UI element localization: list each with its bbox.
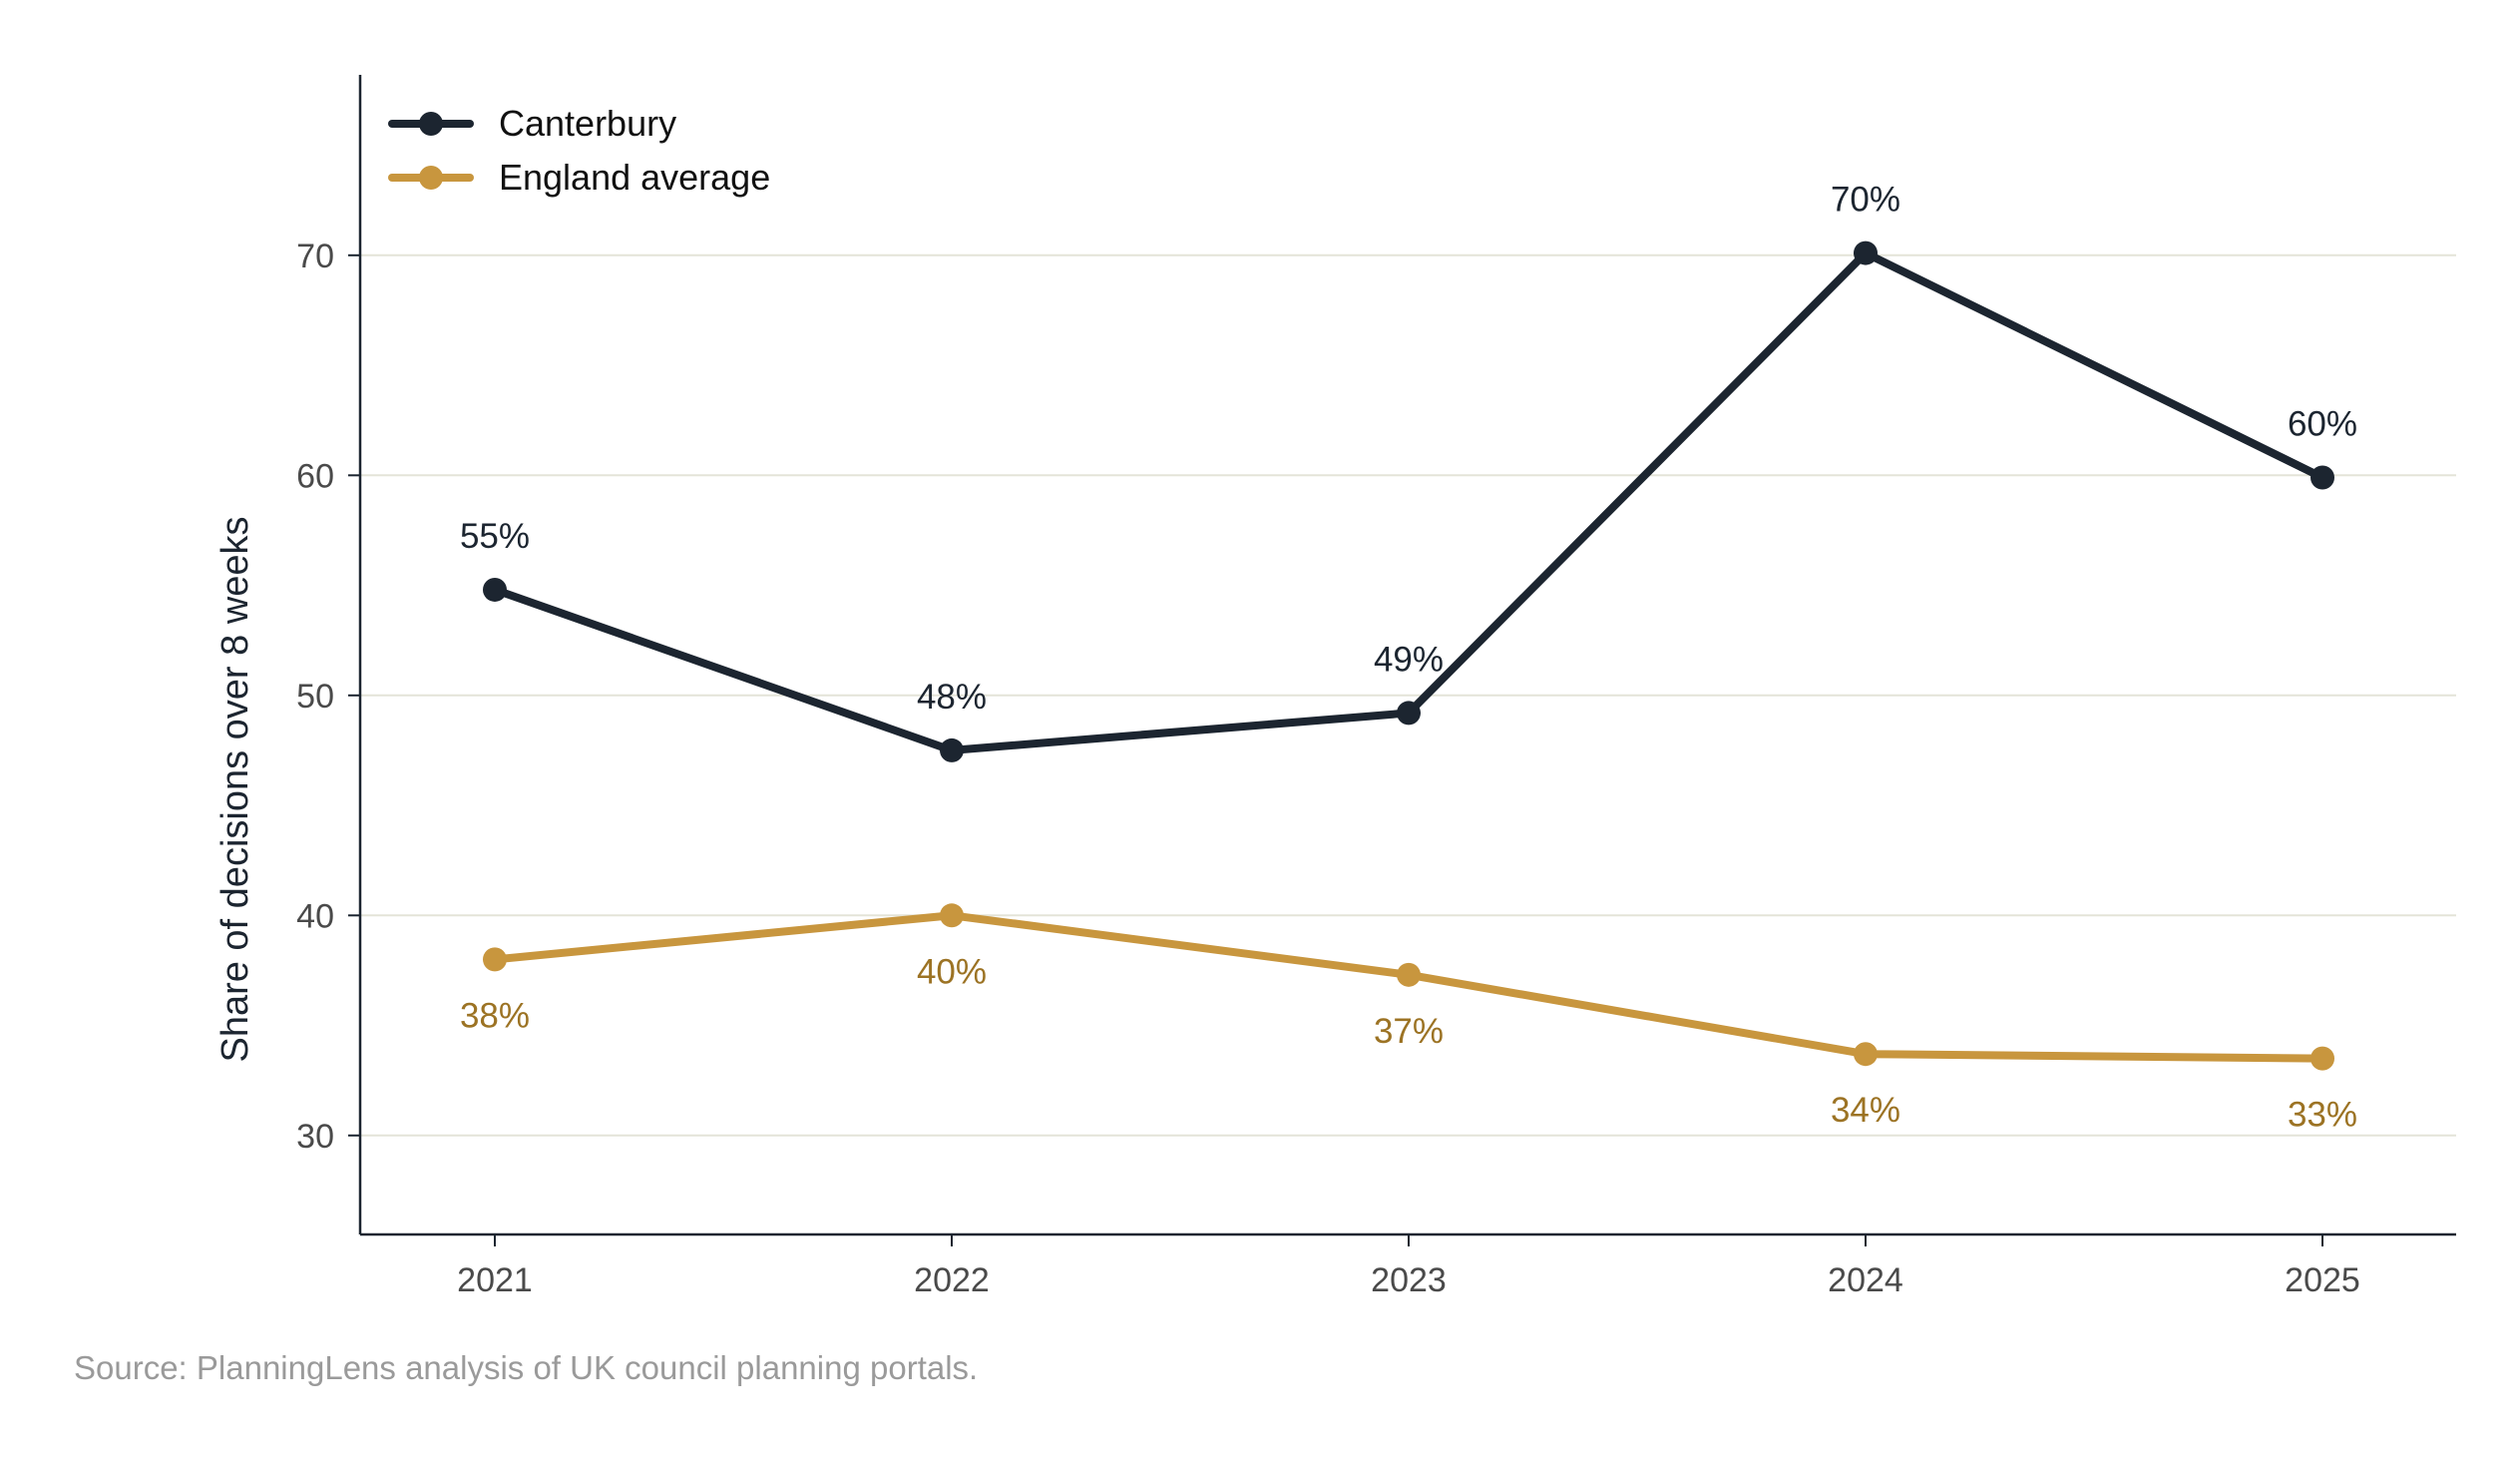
data-point — [2310, 1046, 2334, 1071]
data-label: 33% — [2288, 1096, 2357, 1135]
data-point — [2310, 465, 2334, 490]
data-point — [483, 577, 507, 602]
data-label: 49% — [1374, 640, 1444, 679]
legend-label: England average — [499, 157, 770, 198]
data-label: 37% — [1374, 1012, 1444, 1051]
data-label: 70% — [1831, 181, 1900, 220]
legend: Canterbury England average — [388, 103, 770, 198]
x-tick-label: 2022 — [914, 1261, 990, 1299]
data-label: 55% — [460, 517, 530, 556]
y-axis-title: Share of decisions over 8 weeks — [214, 516, 256, 1062]
y-tick-label: 70 — [296, 238, 334, 275]
x-tick-label: 2023 — [1371, 1261, 1447, 1299]
x-tick-label: 2025 — [2285, 1261, 2360, 1299]
data-point — [483, 947, 507, 972]
data-point — [1397, 962, 1421, 987]
data-label: 38% — [460, 996, 530, 1035]
x-tick-label: 2024 — [1828, 1261, 1903, 1299]
y-tick-label: 50 — [296, 678, 334, 716]
legend-marker — [419, 112, 443, 136]
legend-label: Canterbury — [499, 103, 676, 144]
data-point — [1854, 1042, 1878, 1067]
data-point — [1397, 701, 1421, 726]
legend-marker — [419, 166, 443, 190]
x-tick-label: 2021 — [457, 1261, 533, 1299]
data-point — [1854, 241, 1878, 265]
data-label: 48% — [917, 678, 987, 717]
y-tick-label: 30 — [296, 1118, 334, 1156]
data-labels: 55% 48% 49% 70% 60% 38% 40% 37% 34% 33% — [460, 181, 2357, 1135]
gridlines — [360, 253, 2456, 1137]
data-point — [940, 737, 964, 762]
data-label: 60% — [2288, 405, 2357, 444]
axes: 30 40 50 60 70 2021 2022 2023 2024 2025 Share of d… — [214, 75, 2456, 1299]
y-tick-label: 60 — [296, 457, 334, 495]
data-label: 40% — [917, 952, 987, 991]
y-tick-label: 40 — [296, 897, 334, 935]
series-lines — [483, 241, 2334, 1071]
data-label: 34% — [1831, 1091, 1900, 1130]
source-note: Source: PlanningLens analysis of UK coun… — [74, 1349, 979, 1386]
data-point — [940, 903, 964, 928]
